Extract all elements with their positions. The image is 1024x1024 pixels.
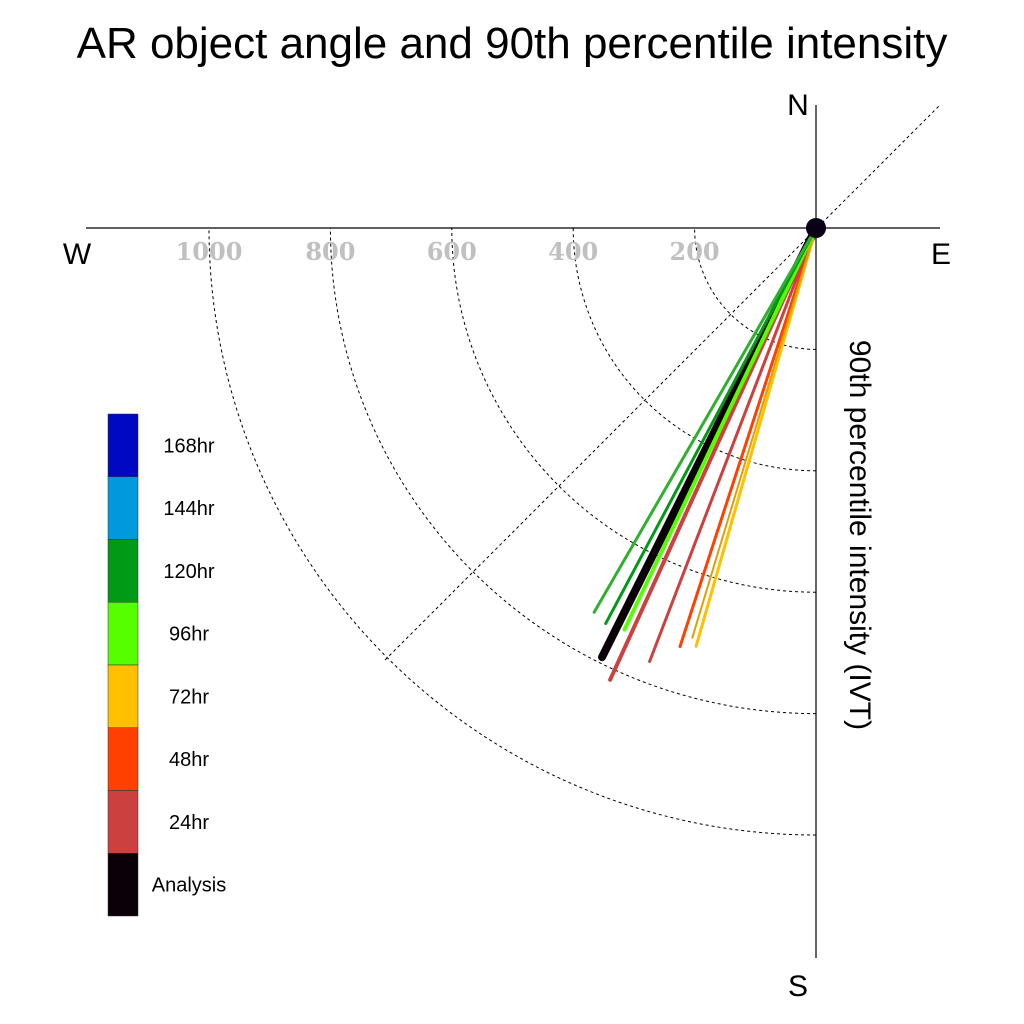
legend-swatch-analysis: [107, 853, 139, 917]
vector-96hr-6: [622, 226, 818, 632]
legend-label-168hr: 168hr: [163, 435, 214, 457]
grid-rings: [208, 227, 817, 836]
legend-label-120hr: 120hr: [163, 561, 214, 583]
tick-label-200: 200: [670, 237, 720, 266]
tick-labels: 1000 800 600 400 200: [176, 237, 720, 266]
origin-marker: [806, 218, 826, 238]
ring-200: [694, 227, 817, 350]
legend-swatch-144hr: [107, 476, 139, 540]
compass-south: S: [788, 970, 808, 1003]
vector-72hr-4: [694, 226, 818, 648]
ring-800: [329, 227, 817, 715]
vector-120hr-8: [592, 226, 818, 614]
legend-label-72hr: 72hr: [169, 686, 209, 708]
ring-1000: [208, 227, 817, 836]
legend-label-48hr: 48hr: [169, 749, 209, 771]
legend-label-24hr: 24hr: [169, 812, 209, 834]
tick-label-600: 600: [427, 237, 477, 266]
y-axis-label: 90th percentile intensity (IVT): [843, 340, 876, 730]
vector-120hr-7: [604, 226, 818, 626]
tick-label-400: 400: [548, 237, 598, 266]
legend-swatch-24hr: [107, 790, 139, 854]
tick-label-800: 800: [305, 237, 355, 266]
vector-48hr-3: [648, 226, 818, 664]
vector-72hr-5: [691, 227, 817, 639]
legend-label-96hr: 96hr: [169, 624, 209, 646]
vector-series: [592, 224, 820, 682]
vector-48hr-2: [678, 226, 818, 649]
diagonal-gridline: [384, 104, 941, 661]
compass-north: N: [787, 89, 809, 122]
legend: 168hr 144hr 120hr 96hr 72hr 48hr 24hr Analysis: [107, 413, 226, 917]
compass-west: W: [63, 238, 92, 271]
legend-swatch-168hr: [107, 413, 139, 477]
legend-swatch-48hr: [107, 727, 139, 791]
legend-swatch-120hr: [107, 539, 139, 603]
legend-swatch-72hr: [107, 664, 139, 728]
legend-label-144hr: 144hr: [163, 498, 214, 520]
legend-swatch-96hr: [107, 602, 139, 666]
legend-label-analysis: Analysis: [152, 875, 226, 897]
compass-east: E: [931, 238, 951, 271]
ring-600: [451, 227, 817, 593]
tick-label-1000: 1000: [176, 237, 243, 266]
chart-title: AR object angle and 90th percentile inte…: [77, 19, 948, 68]
ring-400: [572, 227, 817, 472]
